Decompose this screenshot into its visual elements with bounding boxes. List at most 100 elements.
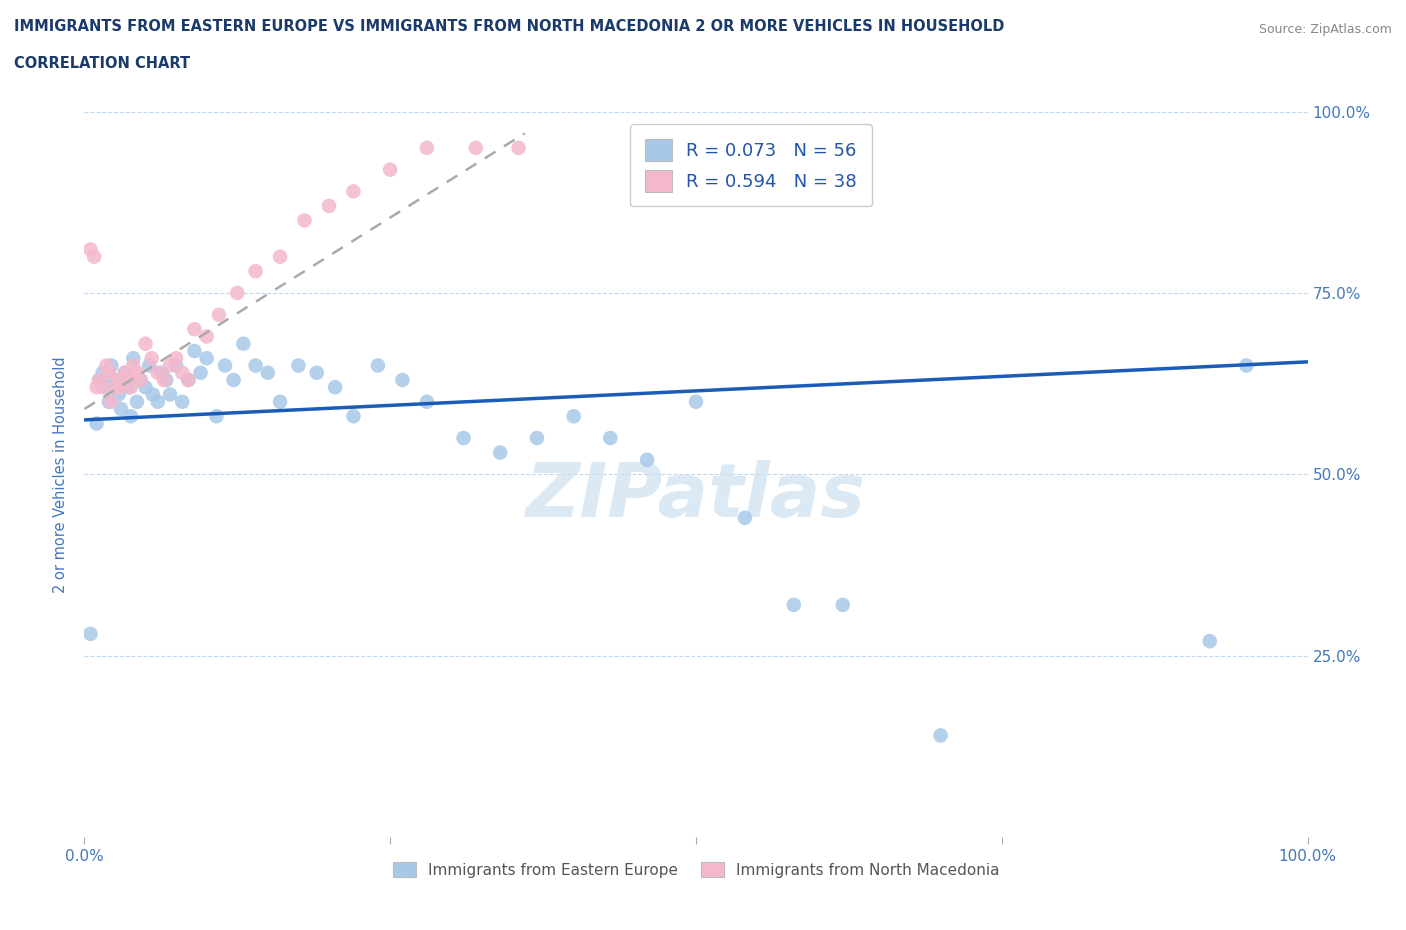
- Point: [367, 358, 389, 373]
- Point: [141, 351, 163, 365]
- Point: [107, 373, 129, 388]
- Point: [1198, 633, 1220, 648]
- Point: [195, 329, 218, 344]
- Point: [1236, 358, 1258, 373]
- Point: [222, 373, 245, 388]
- Point: [135, 379, 157, 394]
- Point: [117, 379, 139, 394]
- Point: [165, 351, 187, 365]
- Point: [100, 394, 122, 409]
- Point: [599, 431, 621, 445]
- Point: [831, 597, 853, 612]
- Point: [734, 511, 756, 525]
- Point: [104, 373, 127, 388]
- Point: [155, 373, 177, 388]
- Point: [142, 387, 165, 402]
- Point: [117, 373, 139, 388]
- Point: [305, 365, 328, 380]
- Point: [87, 373, 110, 388]
- Point: [183, 343, 205, 358]
- Point: [125, 365, 148, 380]
- Point: [172, 365, 194, 380]
- Point: [342, 184, 364, 199]
- Point: [269, 394, 291, 409]
- Point: [114, 365, 136, 380]
- Point: [245, 358, 267, 373]
- Point: [257, 365, 280, 380]
- Point: [129, 373, 152, 388]
- Point: [96, 379, 118, 394]
- Point: [190, 365, 212, 380]
- Point: [208, 307, 231, 322]
- Point: [416, 394, 439, 409]
- Point: [269, 249, 291, 264]
- Point: [318, 198, 340, 213]
- Point: [97, 394, 120, 409]
- Point: [96, 358, 118, 373]
- Point: [146, 365, 169, 380]
- Point: [294, 213, 316, 228]
- Point: [79, 627, 101, 642]
- Point: [183, 322, 205, 337]
- Point: [172, 394, 194, 409]
- Point: [138, 358, 160, 373]
- Point: [129, 373, 152, 388]
- Point: [245, 264, 267, 279]
- Text: ZIPatlas: ZIPatlas: [526, 459, 866, 533]
- Point: [87, 373, 110, 388]
- Point: [114, 365, 136, 380]
- Point: [146, 394, 169, 409]
- Point: [120, 409, 142, 424]
- Point: [107, 387, 129, 402]
- Point: [287, 358, 309, 373]
- Point: [342, 409, 364, 424]
- Point: [135, 337, 157, 352]
- Point: [120, 379, 142, 394]
- Point: [122, 358, 145, 373]
- Point: [153, 373, 176, 388]
- Point: [177, 373, 200, 388]
- Point: [110, 379, 132, 394]
- Point: [685, 394, 707, 409]
- Point: [380, 162, 402, 177]
- Point: [165, 358, 187, 373]
- Point: [104, 379, 127, 394]
- Point: [91, 365, 114, 380]
- Text: Source: ZipAtlas.com: Source: ZipAtlas.com: [1258, 23, 1392, 36]
- Point: [453, 431, 475, 445]
- Point: [205, 409, 228, 424]
- Point: [464, 140, 486, 155]
- Point: [416, 140, 439, 155]
- Point: [232, 337, 254, 352]
- Legend: Immigrants from Eastern Europe, Immigrants from North Macedonia: Immigrants from Eastern Europe, Immigran…: [387, 856, 1005, 884]
- Y-axis label: 2 or more Vehicles in Household: 2 or more Vehicles in Household: [53, 356, 69, 592]
- Point: [508, 140, 530, 155]
- Point: [97, 365, 120, 380]
- Point: [929, 728, 952, 743]
- Point: [526, 431, 548, 445]
- Point: [177, 373, 200, 388]
- Point: [110, 402, 132, 417]
- Text: CORRELATION CHART: CORRELATION CHART: [14, 56, 190, 71]
- Point: [150, 365, 173, 380]
- Point: [195, 351, 218, 365]
- Point: [636, 452, 658, 467]
- Point: [79, 242, 101, 257]
- Point: [159, 358, 181, 373]
- Point: [86, 416, 108, 431]
- Point: [83, 249, 105, 264]
- Point: [125, 394, 148, 409]
- Point: [226, 286, 249, 300]
- Point: [391, 373, 413, 388]
- Point: [159, 387, 181, 402]
- Point: [86, 379, 108, 394]
- Point: [214, 358, 236, 373]
- Point: [489, 445, 512, 460]
- Point: [562, 409, 585, 424]
- Point: [783, 597, 806, 612]
- Point: [91, 379, 114, 394]
- Text: IMMIGRANTS FROM EASTERN EUROPE VS IMMIGRANTS FROM NORTH MACEDONIA 2 OR MORE VEHI: IMMIGRANTS FROM EASTERN EUROPE VS IMMIGR…: [14, 19, 1004, 33]
- Point: [100, 358, 122, 373]
- Point: [122, 351, 145, 365]
- Point: [323, 379, 346, 394]
